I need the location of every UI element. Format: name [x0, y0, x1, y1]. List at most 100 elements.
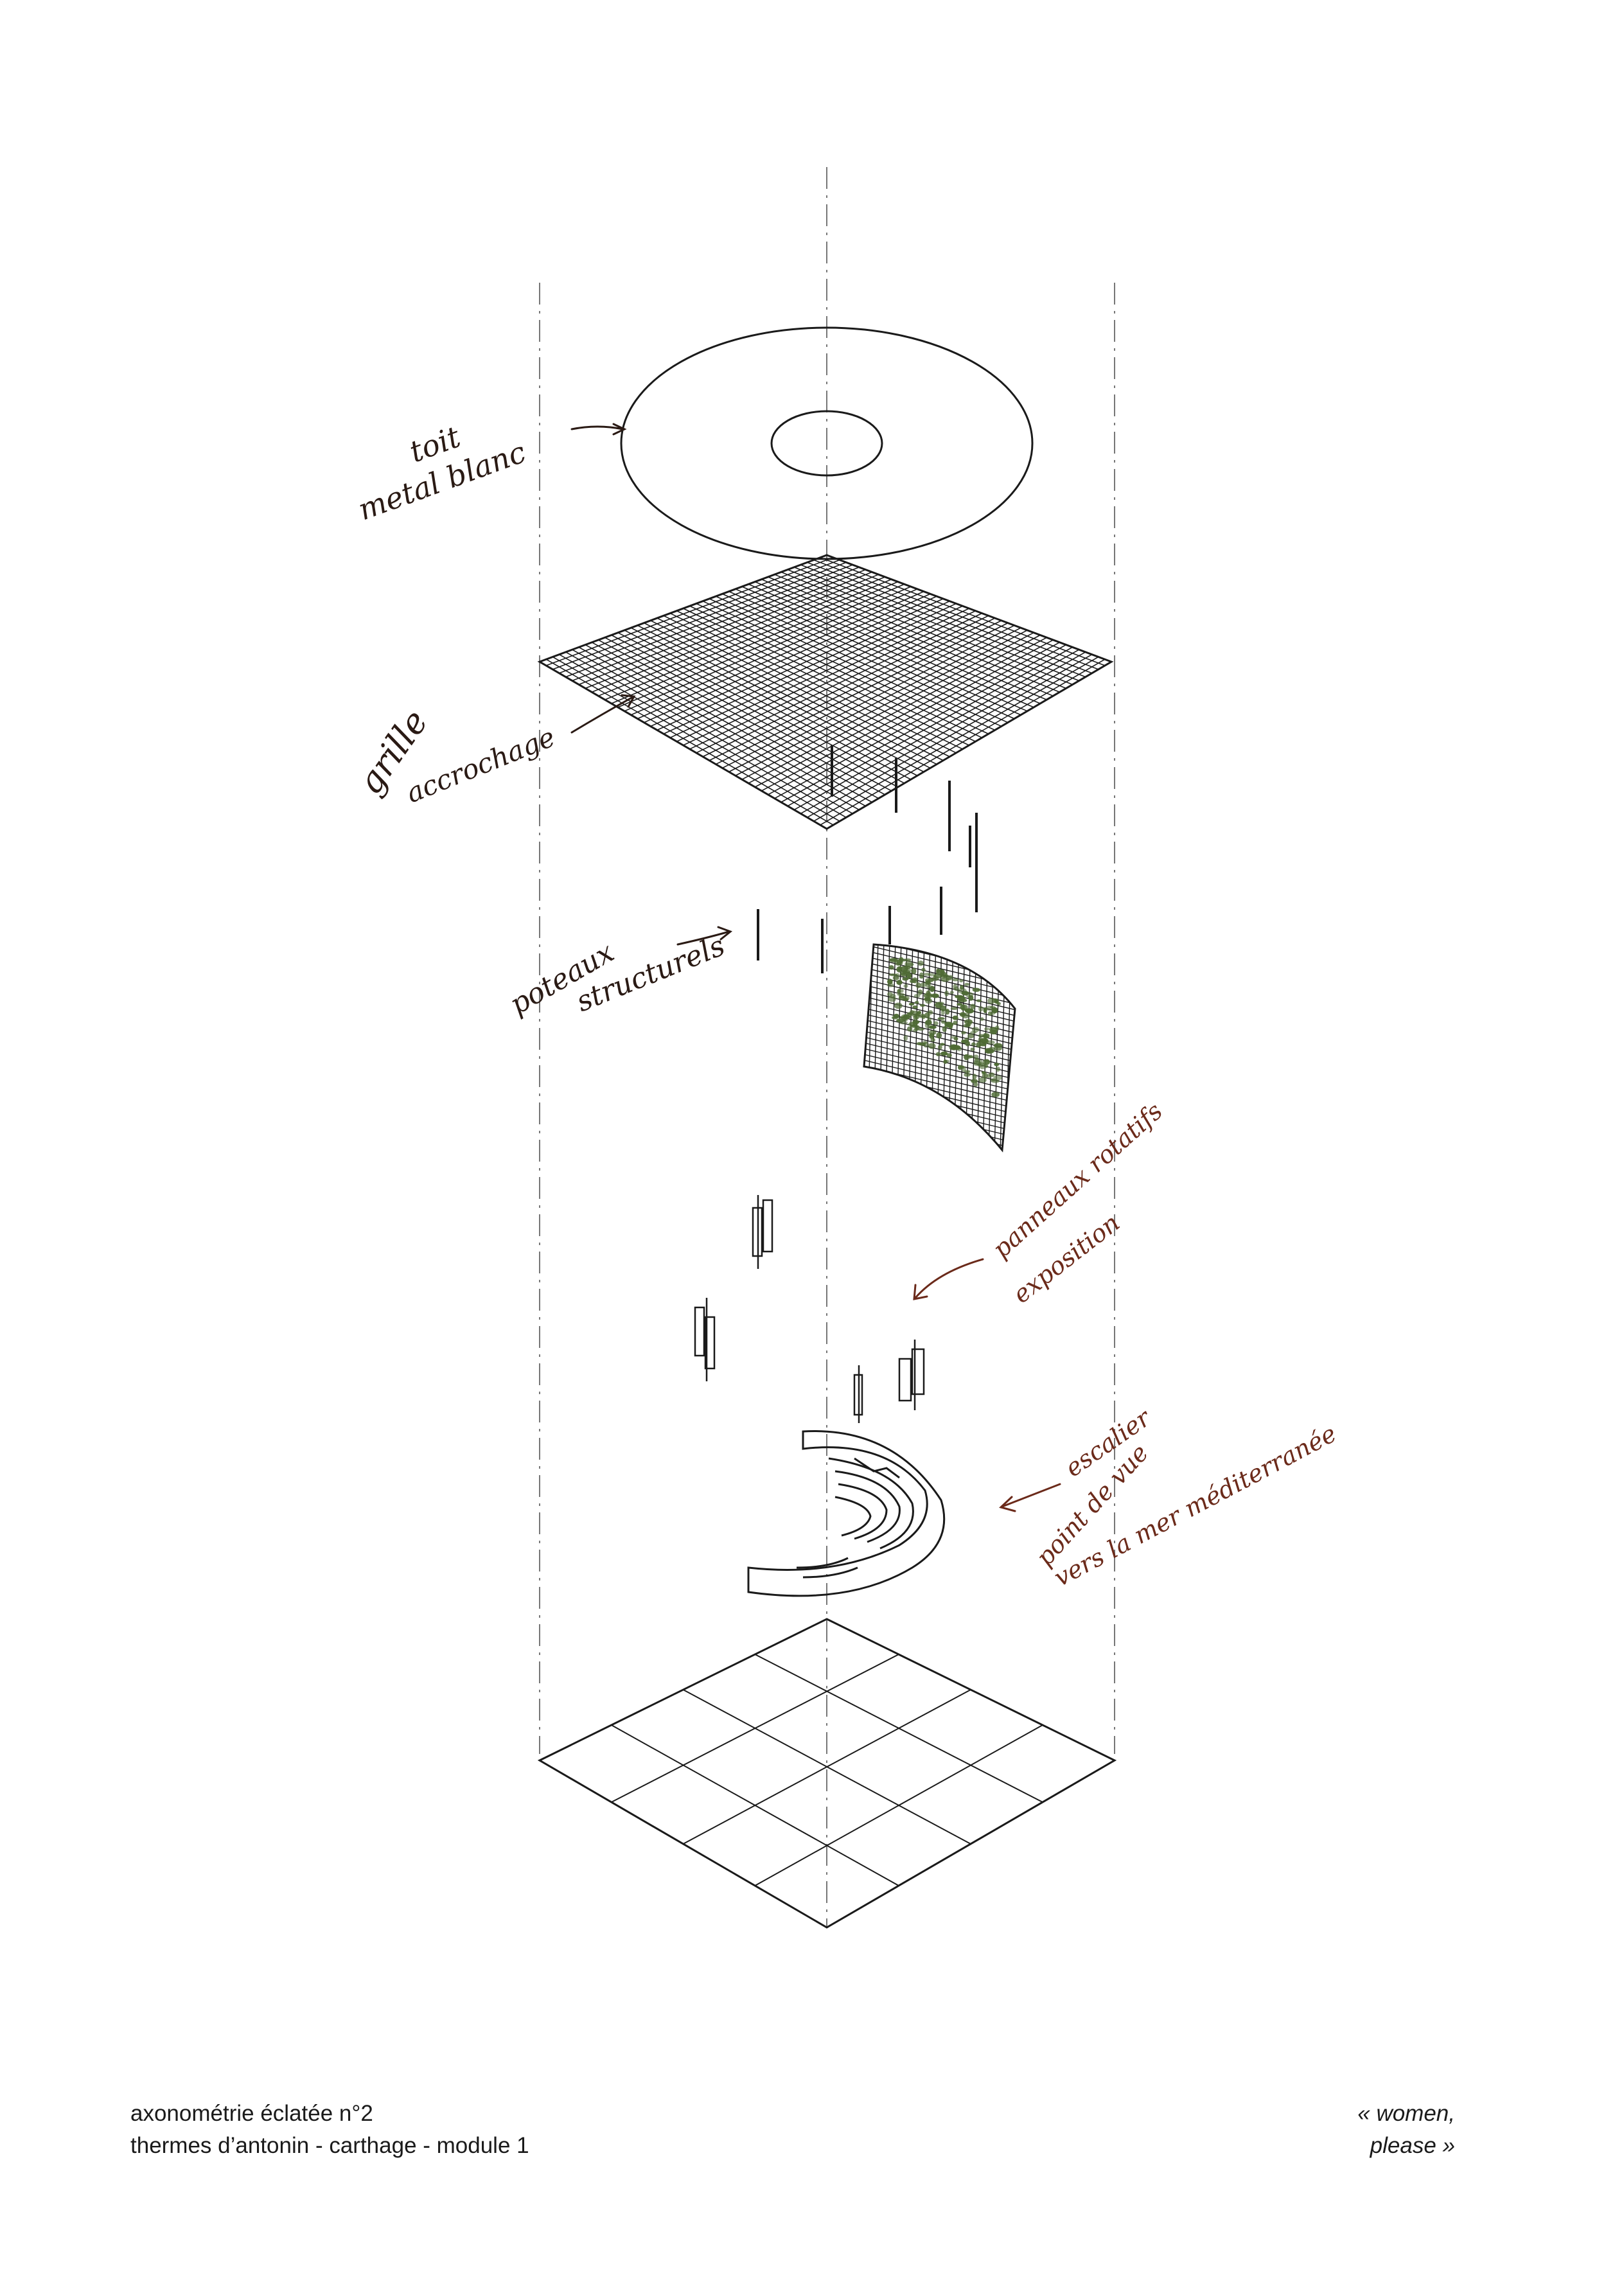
leaf — [980, 1043, 987, 1047]
leaf — [975, 1058, 979, 1063]
leaf — [989, 1072, 995, 1077]
leaf — [971, 1042, 976, 1046]
screen-mesh-line — [864, 1122, 1015, 1150]
leaf — [945, 1009, 950, 1015]
leaf — [919, 972, 924, 976]
annotation-roof: toit metal blanc — [353, 419, 530, 527]
grid-line — [709, 598, 996, 731]
leaf — [972, 1074, 977, 1079]
leaf — [898, 995, 906, 1000]
leaf — [915, 982, 921, 989]
leaf — [946, 1053, 952, 1058]
construction-axes — [539, 167, 1115, 1927]
motto-line2: please » — [1370, 2133, 1455, 2158]
leaf — [964, 982, 970, 986]
caption-subtitle: thermes d’antonin - carthage - module 1 — [130, 2133, 529, 2158]
grid-line — [774, 574, 1060, 693]
leaf — [925, 978, 934, 983]
leaf — [940, 1051, 948, 1056]
leaf — [914, 993, 921, 998]
floor-grid — [537, 1618, 1117, 1929]
screen-mesh-line — [864, 1140, 1015, 1150]
leaf — [909, 979, 916, 984]
leaf — [902, 1018, 908, 1022]
leaf — [960, 1004, 968, 1011]
leaf — [971, 1079, 978, 1084]
leaf — [914, 1013, 920, 1020]
leaf — [929, 1032, 935, 1040]
screen-mesh-line — [864, 1146, 1015, 1150]
screen-mesh-line — [864, 1105, 1015, 1145]
leaf — [978, 1077, 987, 1083]
leaf — [971, 1027, 980, 1032]
screen-mesh-line — [1011, 944, 1015, 1150]
leaf — [928, 1010, 933, 1015]
stair-outer-wall — [747, 1430, 946, 1597]
leaf — [920, 982, 927, 987]
grid-line — [702, 615, 989, 757]
leaf — [989, 1029, 997, 1035]
screen-mesh-line — [884, 944, 890, 1150]
leaf — [937, 1017, 945, 1020]
grid-line — [683, 608, 969, 746]
grid-line — [735, 627, 1021, 776]
screen-mesh-line — [864, 1041, 1015, 1081]
screen-mesh-line — [864, 1030, 1015, 1070]
leaf — [972, 987, 980, 992]
annotation-stair: escalier point de vue vers la mer médite… — [1030, 1403, 1341, 1592]
screen-mesh-line — [864, 1134, 1015, 1150]
grid-line — [722, 622, 1009, 769]
leaf — [995, 1025, 1000, 1031]
leaf — [955, 995, 964, 999]
motto-line1: « women, — [1357, 2101, 1455, 2126]
planted-screen — [863, 943, 1016, 1153]
leaf — [935, 1052, 941, 1057]
leaf — [944, 1059, 949, 1063]
grid-line — [761, 578, 1047, 700]
leaf — [927, 1017, 931, 1022]
leaf — [993, 1075, 1002, 1081]
hanging-grid — [537, 554, 1114, 830]
leaf — [928, 1043, 936, 1049]
leaf — [888, 973, 897, 977]
grid-line — [722, 593, 1009, 723]
panel-group-2 — [694, 1298, 716, 1381]
leaf — [933, 1021, 939, 1026]
leaf — [966, 1022, 972, 1026]
screen-outline — [863, 943, 1016, 1153]
grid-line — [800, 651, 1086, 815]
leaf — [958, 998, 967, 1003]
grid-line — [807, 562, 1093, 674]
annotation-panels: panneaux rotatifs exposition — [987, 1097, 1168, 1309]
leaf — [944, 990, 949, 996]
leaf — [966, 992, 974, 998]
screen-mesh-line — [864, 1128, 1015, 1150]
grid-line — [800, 564, 1086, 678]
leader-arrows — [570, 423, 1061, 1512]
floor-tiles — [611, 1654, 1043, 1886]
annotation-grid: grille accrochage — [349, 702, 560, 809]
leaf — [959, 979, 964, 983]
screen-mesh-line — [864, 1117, 1015, 1150]
leaf — [887, 978, 893, 985]
screen-mesh-line — [864, 1036, 1015, 1076]
leaf — [964, 1054, 969, 1061]
screen-mesh-line — [864, 1007, 1015, 1047]
leaf — [982, 1072, 988, 1079]
leaf — [970, 1047, 975, 1051]
grid-line — [709, 617, 996, 761]
leaf — [959, 1012, 966, 1017]
leaf — [897, 989, 901, 994]
grid-line — [715, 620, 1002, 765]
climbing-plants — [887, 957, 1003, 1097]
leaf — [958, 987, 967, 994]
roof-oculus — [770, 410, 883, 477]
leaf — [953, 984, 957, 990]
amphitheatre-stair — [747, 1430, 946, 1597]
leaf — [923, 973, 931, 976]
leaf — [931, 993, 939, 998]
leaf — [908, 1012, 914, 1015]
leaf — [953, 1045, 961, 1050]
grid-arrow — [570, 694, 636, 734]
structural-posts — [757, 745, 978, 973]
